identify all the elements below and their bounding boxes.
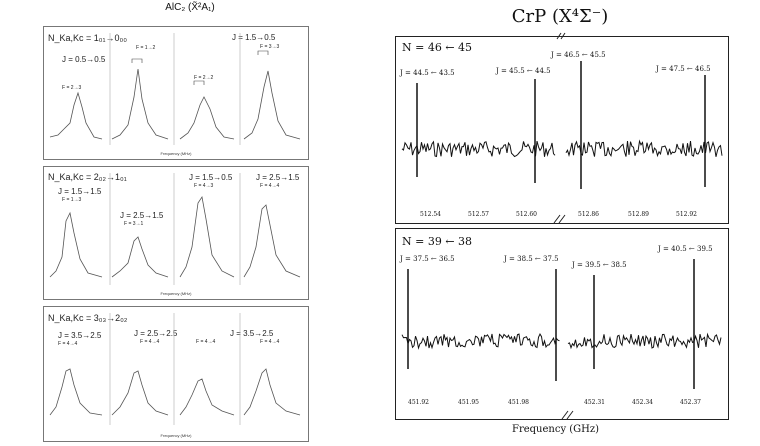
transition-label: J = 3.5→2.5 — [230, 329, 274, 338]
hyperfine-label: F = 4→3 — [194, 183, 214, 189]
alc2-spectrum-3 — [49, 313, 301, 425]
left-figure-title: AlC₂ (X̃²A₁) — [165, 2, 215, 13]
tick-label: 512.60 — [516, 211, 537, 218]
panel-header: N = 39 ← 38 — [402, 235, 473, 248]
transition-label: J = 2.5→2.5 — [134, 329, 178, 338]
x-axis-label: Frequency (MHz) — [160, 291, 192, 296]
crp-spectrum-1 — [401, 32, 723, 224]
transition-label: J = 2.5→1.5 — [120, 211, 164, 220]
alc2-panel-2: N_Ka,Kc = 2₀₂→1₀₁ J = 1.5→1.5 J = 2.5→1.… — [43, 166, 309, 300]
hyperfine-label: F = 4→4 — [58, 341, 78, 347]
tick-label: 451.98 — [508, 399, 529, 406]
transition-label: J = 0.5→0.5 — [62, 55, 106, 64]
crp-panel-2: N = 39 ← 38 J = 37.5 ← 36.5 J = 38.5 ← 3… — [395, 228, 729, 420]
tick-label: 512.89 — [628, 211, 649, 218]
transition-label: J = 47.5 ← 46.5 — [656, 65, 711, 73]
hyperfine-label: F = 2→3 — [62, 85, 82, 91]
alc2-spectrum-2 — [49, 173, 301, 285]
transition-label: J = 40.5 ← 39.5 — [658, 245, 713, 253]
hyperfine-label: F = 3→3 — [260, 44, 280, 50]
panel-header: N_Ka,Kc = 2₀₂→1₀₁ — [48, 172, 127, 182]
hyperfine-label: F = 4→4 — [260, 339, 280, 345]
panel-header: N_Ka,Kc = 1₀₁→0₀₀ — [48, 33, 128, 43]
tick-label: 512.57 — [468, 211, 489, 218]
transition-label: J = 3.5→2.5 — [58, 331, 102, 340]
x-axis-label: Frequency (MHz) — [160, 151, 192, 156]
hyperfine-label: F = 4→4 — [260, 183, 280, 189]
tick-label: 452.34 — [632, 399, 653, 406]
hyperfine-label: F = 4→4 — [140, 339, 160, 345]
transition-label: J = 46.5 ← 45.5 — [551, 51, 606, 59]
hyperfine-label: F = 2→2 — [194, 75, 214, 81]
alc2-panel-1: N_Ka,Kc = 1₀₁→0₀₀ J = 0.5→0.5 J = 1.5→0.… — [43, 26, 309, 160]
tick-label: 512.86 — [578, 211, 599, 218]
x-axis-label: Frequency (GHz) — [512, 424, 600, 435]
x-axis-label: Frequency (MHz) — [160, 433, 192, 438]
tick-label: 451.95 — [458, 399, 479, 406]
crp-spectrum-2 — [401, 259, 722, 420]
transition-label: J = 44.5 ← 43.5 — [400, 69, 455, 77]
panel-header: N = 46 ← 45 — [402, 41, 473, 54]
hyperfine-label: F = 1→2 — [136, 45, 156, 51]
hyperfine-label: F = 4→4 — [196, 339, 216, 345]
alc2-panel-3: N_Ka,Kc = 3₀₃→2₀₂ J = 3.5→2.5 J = 2.5→2.… — [43, 306, 309, 442]
hyperfine-label: F = 1→3 — [62, 197, 82, 203]
transition-label: J = 1.5→0.5 — [232, 33, 276, 42]
transition-label: J = 39.5 ← 38.5 — [572, 261, 627, 269]
panel-header: N_Ka,Kc = 3₀₃→2₀₂ — [48, 313, 128, 323]
tick-label: 451.92 — [408, 399, 429, 406]
right-figure-title: CrP (X⁴Σ⁻) — [511, 6, 609, 27]
tick-label: 452.37 — [680, 399, 701, 406]
transition-label: J = 1.5→1.5 — [58, 187, 102, 196]
hyperfine-label: F = 3→1 — [124, 221, 144, 227]
transition-label: J = 1.5→0.5 — [189, 173, 233, 182]
transition-label: J = 37.5 ← 36.5 — [400, 255, 455, 263]
tick-label: 452.31 — [584, 399, 605, 406]
alc2-spectrum-1 — [49, 33, 301, 145]
crp-panel-1: N = 46 ← 45 J = 44.5 ← 43.5 J = 45.5 ← 4… — [395, 32, 729, 224]
transition-label: J = 2.5→1.5 — [256, 173, 300, 182]
tick-label: 512.92 — [676, 211, 697, 218]
transition-label: J = 45.5 ← 44.5 — [496, 67, 551, 75]
transition-label: J = 38.5 ← 37.5 — [504, 255, 559, 263]
tick-label: 512.54 — [420, 211, 441, 218]
